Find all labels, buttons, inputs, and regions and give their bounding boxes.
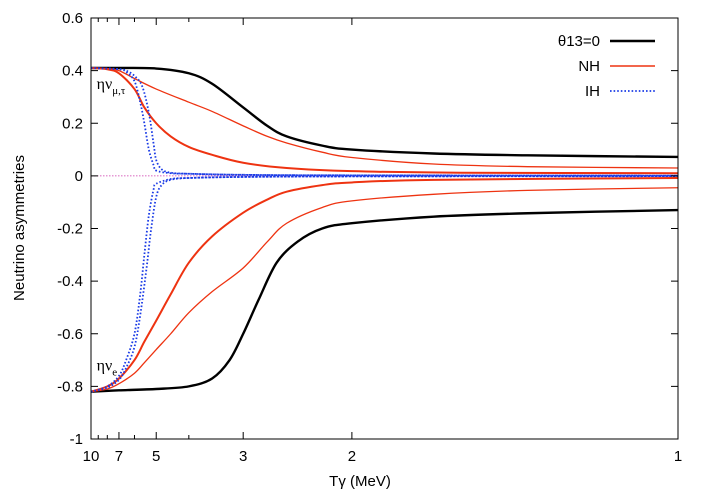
y-tick-label: -0.2 (57, 221, 83, 238)
x-tick-label: 3 (239, 448, 247, 465)
y-tick-label: 0.6 (62, 10, 83, 27)
series-line-6 (91, 67, 678, 177)
series-line-3 (91, 66, 678, 175)
series-line-8 (91, 175, 678, 393)
y-axis-title: Neutrino asymmetries (11, 155, 28, 301)
legend-label: IH (585, 83, 600, 100)
y-tick-label: 0.2 (62, 115, 83, 132)
annotation-subscript: e (112, 367, 117, 379)
series-line-0 (91, 66, 678, 159)
legend: θ13=0 NH IH (558, 33, 655, 100)
tick-labels-layer: -1 -0.8 -0.6 -0.4 -0.2 0 0.2 0.4 0.6 10 7 5 3 2 1 (57, 10, 682, 465)
series-line-2 (91, 67, 678, 169)
x-tick-label: 10 (83, 448, 100, 465)
annotation-subscript: μ,τ (112, 85, 126, 97)
series-line-4 (91, 187, 678, 393)
y-tick-label: 0 (75, 168, 83, 185)
ticks-layer (90, 17, 679, 440)
plot-frame (90, 17, 679, 440)
x-tick-label: 7 (115, 448, 123, 465)
x-tick-label: 2 (348, 448, 356, 465)
annotation-main: ην (97, 358, 113, 375)
series-line-9 (91, 175, 678, 393)
annotation: ηνμ,τ (97, 76, 126, 97)
legend-label: θ13=0 (558, 33, 600, 50)
y-tick-label: -1 (70, 431, 83, 448)
annotation-main: ην (97, 76, 113, 93)
series-line-5 (91, 176, 678, 393)
x-axis-title: Tγ (MeV) (329, 473, 391, 490)
legend-label: NH (578, 58, 600, 75)
y-tick-label: -0.8 (57, 378, 83, 395)
x-tick-label: 1 (674, 448, 682, 465)
y-tick-label: 0.4 (62, 63, 83, 80)
y-tick-label: -0.4 (57, 273, 83, 290)
annotation: ηνe (97, 358, 118, 379)
x-tick-label: 5 (152, 448, 160, 465)
y-tick-label: -0.6 (57, 326, 83, 343)
series-layer (91, 66, 678, 393)
series-line-1 (91, 208, 678, 393)
